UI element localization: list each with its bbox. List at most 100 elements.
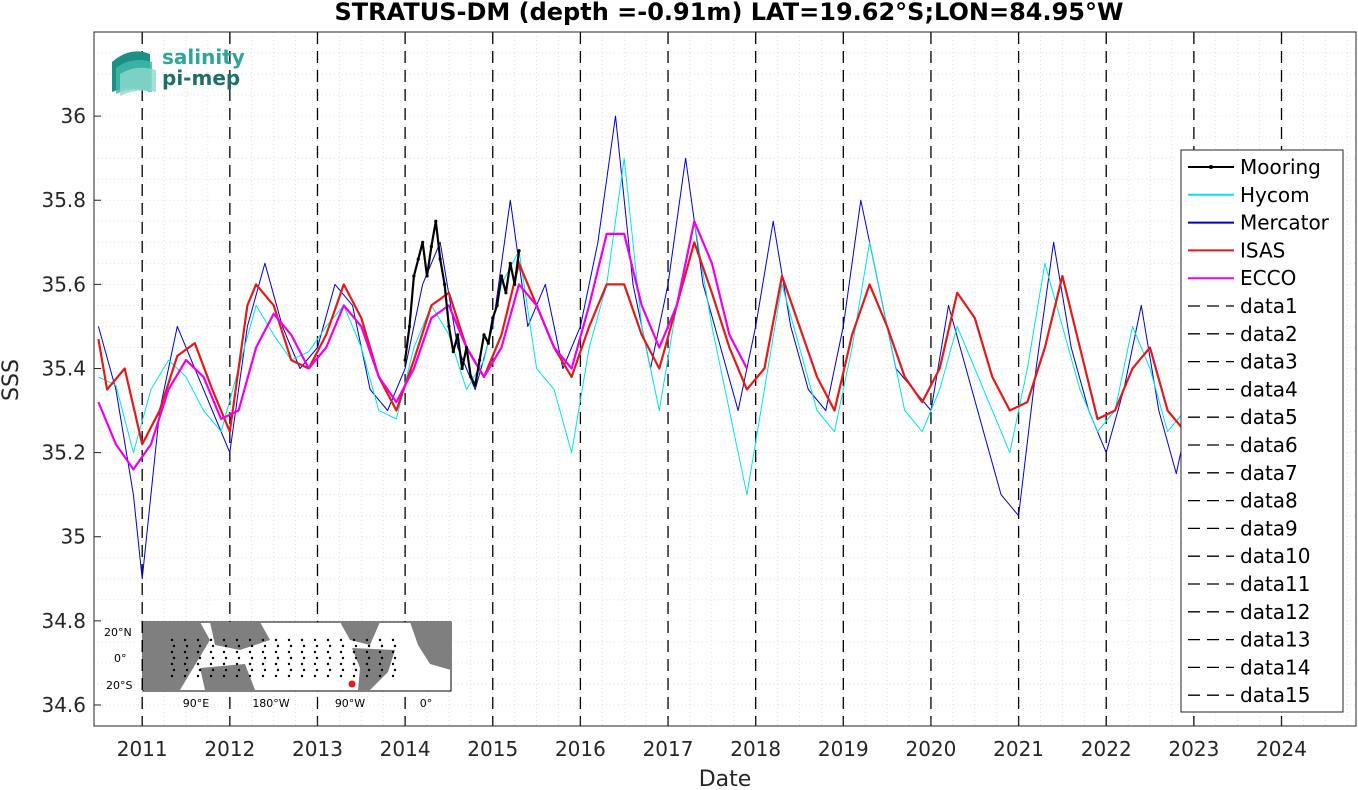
inset-dot [185,668,189,672]
legend-label: data11 [1240,572,1311,596]
legend-label: data3 [1240,350,1298,374]
inset-dot [263,668,267,672]
inset-dot [261,662,265,666]
series-group [97,115,1195,580]
inset-dot [354,644,358,648]
inset-dot [183,662,187,666]
inset-dot [235,662,239,666]
site-marker [348,680,356,688]
x-tick-label: 2014 [380,737,431,761]
x-tick-label: 2015 [467,737,518,761]
inset-dot [341,656,345,660]
inset-land-america-north [340,622,380,645]
x-tick-label: 2011 [117,737,168,761]
inset-lon-label-180w: 180°W [252,697,289,710]
inset-dot [222,662,226,666]
inset-dot [302,656,306,660]
mooring-point [429,244,434,249]
inset-dot [339,662,343,666]
inset-dot [172,668,176,672]
inset-dot [185,656,189,660]
legend-label: data1 [1240,294,1298,318]
inset-dot [248,638,252,642]
inset-dot [274,674,278,678]
x-tick-label: 2016 [555,737,606,761]
inset-dot [248,674,252,678]
inset-dot [393,644,397,648]
inset-dot [313,650,317,654]
inset-dot [209,662,213,666]
inset-dot [300,638,304,642]
inset-dot [352,650,356,654]
inset-dot [170,650,174,654]
y-tick-label: 35 [61,525,86,549]
inset-dot [378,638,382,642]
inset-dot [263,656,267,660]
y-tick-label: 35.6 [41,272,86,296]
inset-dot [250,656,254,660]
logo-text-line2: pi-mep [162,66,240,90]
mooring-point [499,274,504,278]
x-tick-label: 2022 [1081,737,1132,761]
mooring-point [508,261,512,265]
inset-dot [274,662,278,666]
inset-dot [326,638,330,642]
inset-dot [328,656,332,660]
inset-dot [313,674,317,678]
y-axis-ticks: 34.6 34.8 35 35.2 35.4 35.6 35.8 36 [41,104,101,717]
y-tick-label: 35.4 [41,356,86,380]
inset-dot [263,644,267,648]
legend-label: data8 [1240,489,1298,513]
inset-dot [211,644,215,648]
series-line-isas [97,241,1186,446]
inset-dot [341,644,345,648]
inset-dot [367,644,371,648]
inset-dot [315,644,319,648]
inset-dot [391,638,395,642]
inset-dot [211,656,215,660]
legend-box [1180,149,1344,713]
mooring-point [407,324,412,329]
inset-dot [287,674,291,678]
y-tick-label: 35.2 [41,441,86,465]
inset-dot [172,656,176,660]
inset-dot [196,650,200,654]
inset-dot [365,674,369,678]
inset-land-africa [143,622,210,690]
inset-dot [393,656,397,660]
inset-dot [170,662,174,666]
inset-dot [196,674,200,678]
mooring-point [456,333,460,337]
legend-label: data14 [1240,655,1311,679]
inset-dot [300,662,304,666]
inset-dot [367,656,371,660]
inset-dot [391,662,395,666]
inset-dot [367,668,371,672]
legend-label: data12 [1240,600,1311,624]
inset-dot [261,650,265,654]
legend-label: data10 [1240,544,1311,568]
plot-frame [93,31,1357,727]
inset-dot [209,650,213,654]
inset-dot [391,650,395,654]
inset-dot [287,650,291,654]
legend-label: Mercator [1240,211,1330,235]
inset-dot [302,644,306,648]
mooring-point [513,282,517,286]
inset-dot [183,638,187,642]
inset-dot [378,650,382,654]
inset-dot [352,662,356,666]
inset-mooring-dots [170,638,397,678]
inset-dot [248,662,252,666]
inset-dot [365,638,369,642]
series-line-ecco [97,220,748,471]
y-tick-label: 36 [61,104,86,128]
y-tick-label: 34.6 [41,693,86,717]
inset-lat-label-20s: 20°S [106,679,132,692]
inset-dot [209,674,213,678]
inset-dot [183,674,187,678]
legend: Mooring Hycom Mercator ISAS ECCO data1 data2 da… [1180,149,1344,713]
inset-land-africa-east [410,622,451,670]
inset-lon-label-90w: 90°W [335,697,365,710]
plot-area [94,32,1356,726]
